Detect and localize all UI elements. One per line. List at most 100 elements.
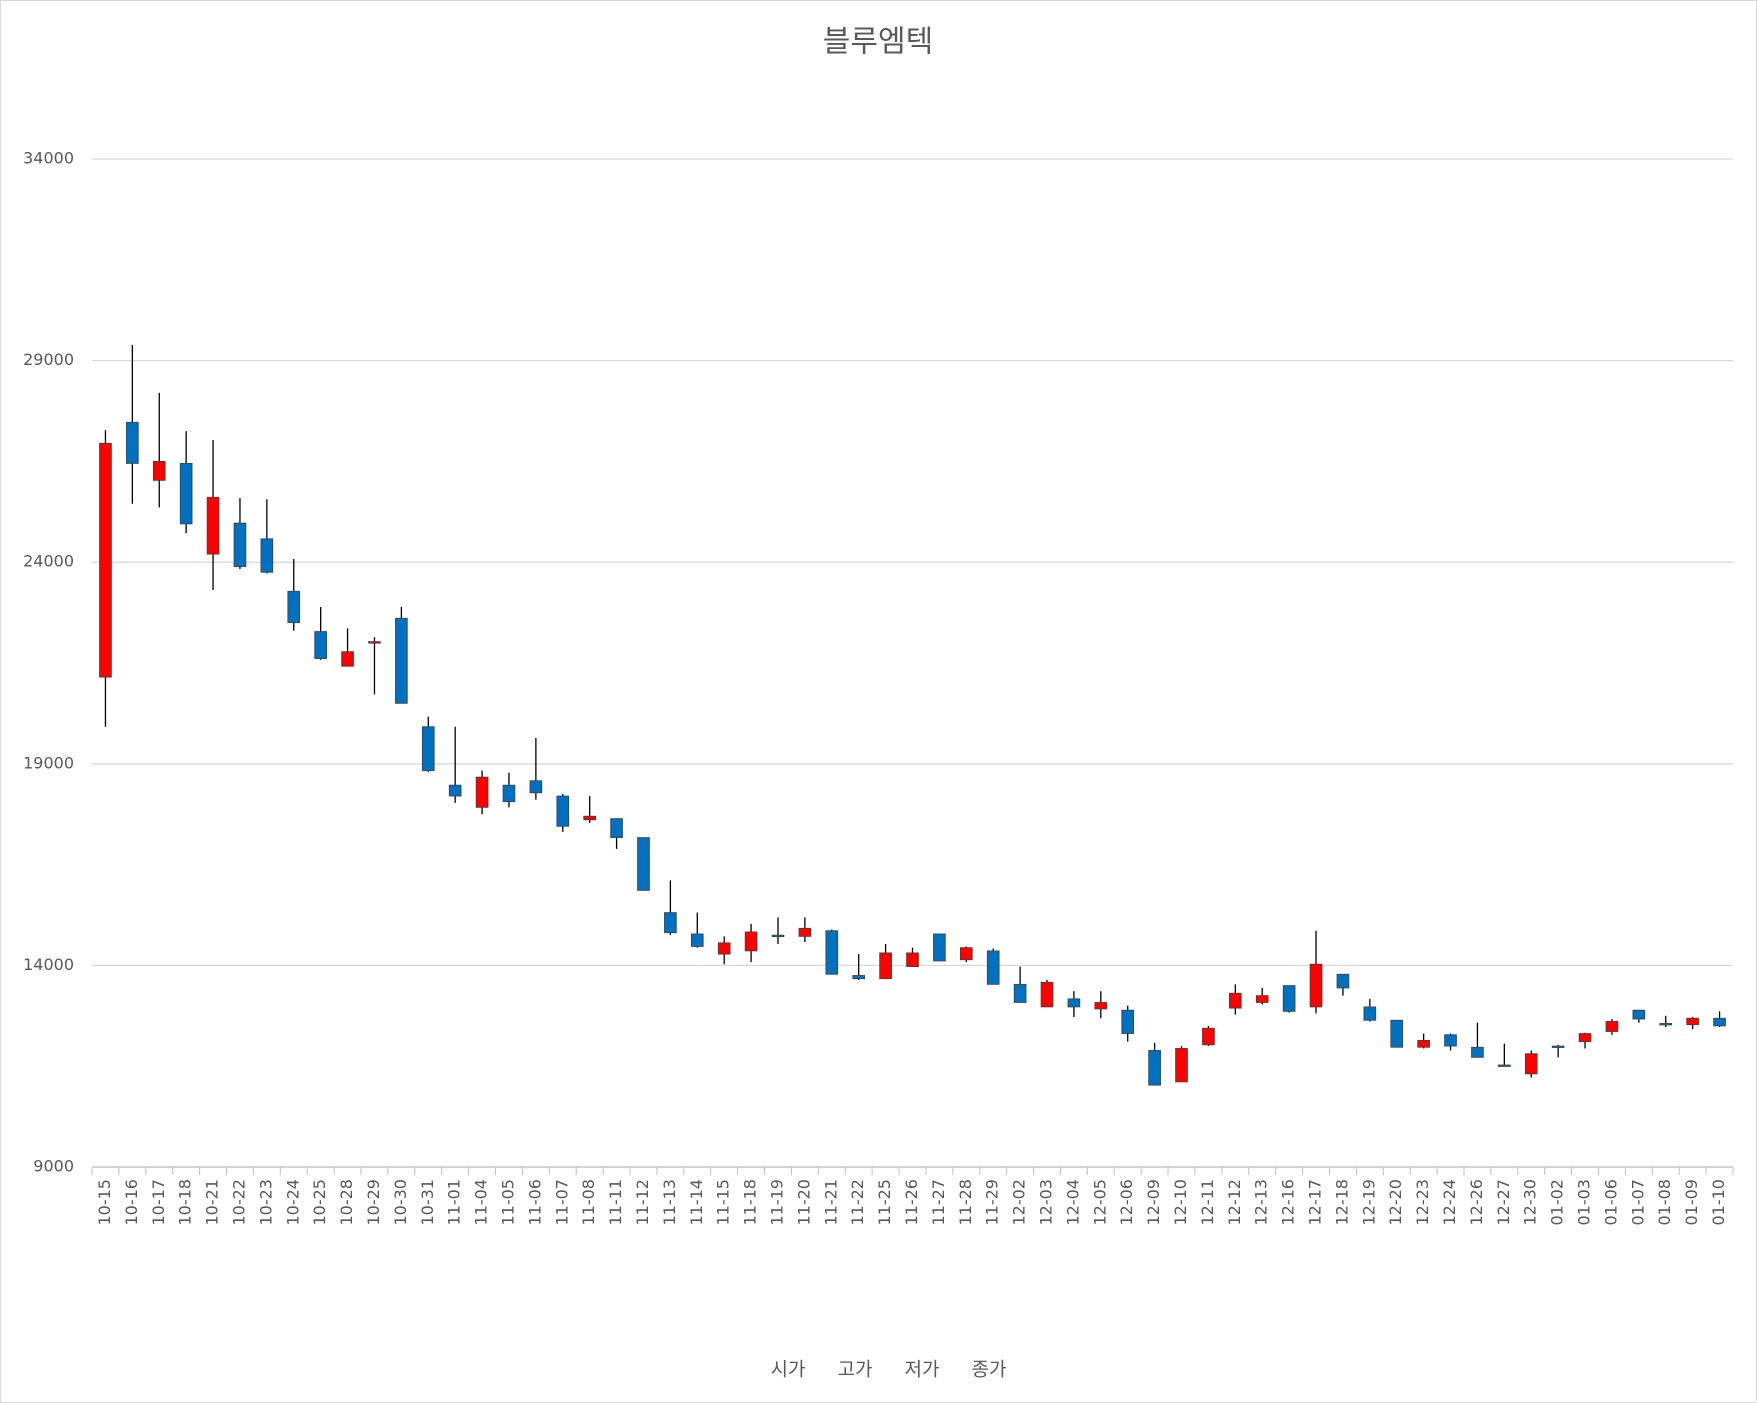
x-tick-label: 11-01 [445,1179,464,1226]
y-tick-label: 19000 [23,753,74,772]
candle-body [1363,1006,1377,1021]
x-tick-label: 11-28 [956,1179,975,1226]
candle-body [1040,981,1054,1008]
candle-body [610,818,623,838]
x-tick-label: 11-22 [848,1179,867,1226]
x-tick-label: 11-26 [902,1179,921,1226]
candle-body [126,421,139,464]
x-tick-label: 11-29 [983,1179,1002,1226]
x-tick-label: 10-16 [122,1179,141,1226]
legend-label: 시가 [771,1359,806,1381]
candle-body [502,784,516,803]
x-tick-label: 12-24 [1440,1179,1459,1226]
x-tick-label: 10-21 [203,1179,222,1226]
x-tick-label: 01-06 [1601,1179,1620,1226]
candle-body [1605,1021,1619,1032]
legend-label: 고가 [838,1359,873,1381]
x-tick-label: 11-27 [929,1179,948,1226]
x-tick-label: 01-03 [1575,1179,1594,1226]
candle-body [717,942,731,955]
x-tick-label: 12-10 [1171,1179,1190,1226]
x-tick-label: 11-07 [552,1179,571,1226]
x-tick-label: 12-26 [1467,1179,1486,1226]
x-tick-label: 11-19 [767,1179,786,1226]
candle-body [906,952,919,968]
x-tick-label: 11-21 [821,1179,840,1226]
candle-body [1551,1045,1565,1048]
x-tick-label: 12-27 [1494,1179,1513,1226]
candle-body [986,950,1000,985]
x-tick-label: 10-29 [364,1179,383,1226]
x-tick-label: 12-30 [1521,1179,1540,1226]
x-tick-label: 10-22 [229,1179,248,1226]
x-tick-label: 12-19 [1359,1179,1378,1226]
candle-body [1713,1017,1726,1027]
candle-body [421,726,435,772]
x-tick-label: 11-08 [579,1179,598,1226]
x-tick-label: 10-18 [176,1179,195,1226]
x-tick-label: 12-11 [1198,1179,1217,1226]
candle-body [1255,995,1269,1003]
x-tick-label: 12-04 [1063,1179,1082,1226]
chart-title: 블루엠텍 [823,25,933,60]
x-tick-label: 10-23 [256,1179,275,1226]
candle-body [1094,1002,1108,1010]
candle-body [1390,1019,1404,1048]
x-tick-label: 12-12 [1225,1179,1244,1226]
candle-body [260,538,274,573]
candle-body [287,590,301,624]
x-tick-label: 01-08 [1655,1179,1674,1226]
x-tick-label: 10-28 [337,1179,356,1226]
legend-label: 저가 [905,1359,940,1381]
candle-body [1202,1027,1215,1046]
candle-body [1175,1048,1188,1083]
candle-body [637,837,650,891]
x-tick-label: 11-05 [498,1179,517,1226]
x-tick-label: 01-02 [1548,1179,1567,1226]
candle-body [529,780,543,794]
x-tick-label: 11-13 [660,1179,679,1226]
x-tick-label: 10-31 [418,1179,437,1226]
candle-body [1229,992,1242,1009]
candle-body [771,934,785,938]
candle-body [664,912,677,934]
candle-body [1471,1046,1484,1058]
x-tick-label: 10-17 [149,1179,168,1226]
candle-body [1067,998,1081,1008]
candle-body [1498,1064,1511,1067]
x-tick-label: 11-25 [875,1179,894,1226]
x-tick-label: 12-09 [1144,1179,1163,1226]
candle-body [1632,1009,1646,1020]
x-tick-label: 10-25 [310,1179,329,1226]
candle-body [1121,1009,1135,1034]
x-tick-label: 12-13 [1252,1179,1271,1226]
x-tick-label: 11-04 [472,1179,491,1226]
candle-body [99,442,112,678]
candle-body [1336,973,1350,989]
x-tick-label: 11-12 [633,1179,652,1226]
x-tick-label: 01-10 [1709,1179,1728,1226]
candle-body [1282,985,1296,1012]
candle-body [152,460,166,481]
candle-body [798,927,812,937]
candle-body [1309,963,1323,1008]
candle-body [475,776,489,808]
legend-label: 종가 [972,1359,1007,1381]
x-tick-label: 10-24 [283,1179,302,1226]
x-tick-label: 12-02 [1010,1179,1029,1226]
x-tick-label: 10-15 [95,1179,114,1226]
y-tick-label: 9000 [33,1157,74,1176]
candle-body [583,815,596,821]
candle-body [1524,1053,1538,1075]
x-tick-label: 12-03 [1037,1179,1056,1226]
candle-body [825,930,839,975]
candle-body [1148,1050,1161,1086]
x-tick-label: 12-17 [1306,1179,1325,1226]
y-tick-label: 14000 [23,955,74,974]
x-tick-label: 01-09 [1682,1179,1701,1226]
candle-body [395,617,408,704]
candle-body [1686,1017,1699,1026]
x-tick-label: 12-06 [1117,1179,1136,1226]
candle-body [233,522,247,568]
